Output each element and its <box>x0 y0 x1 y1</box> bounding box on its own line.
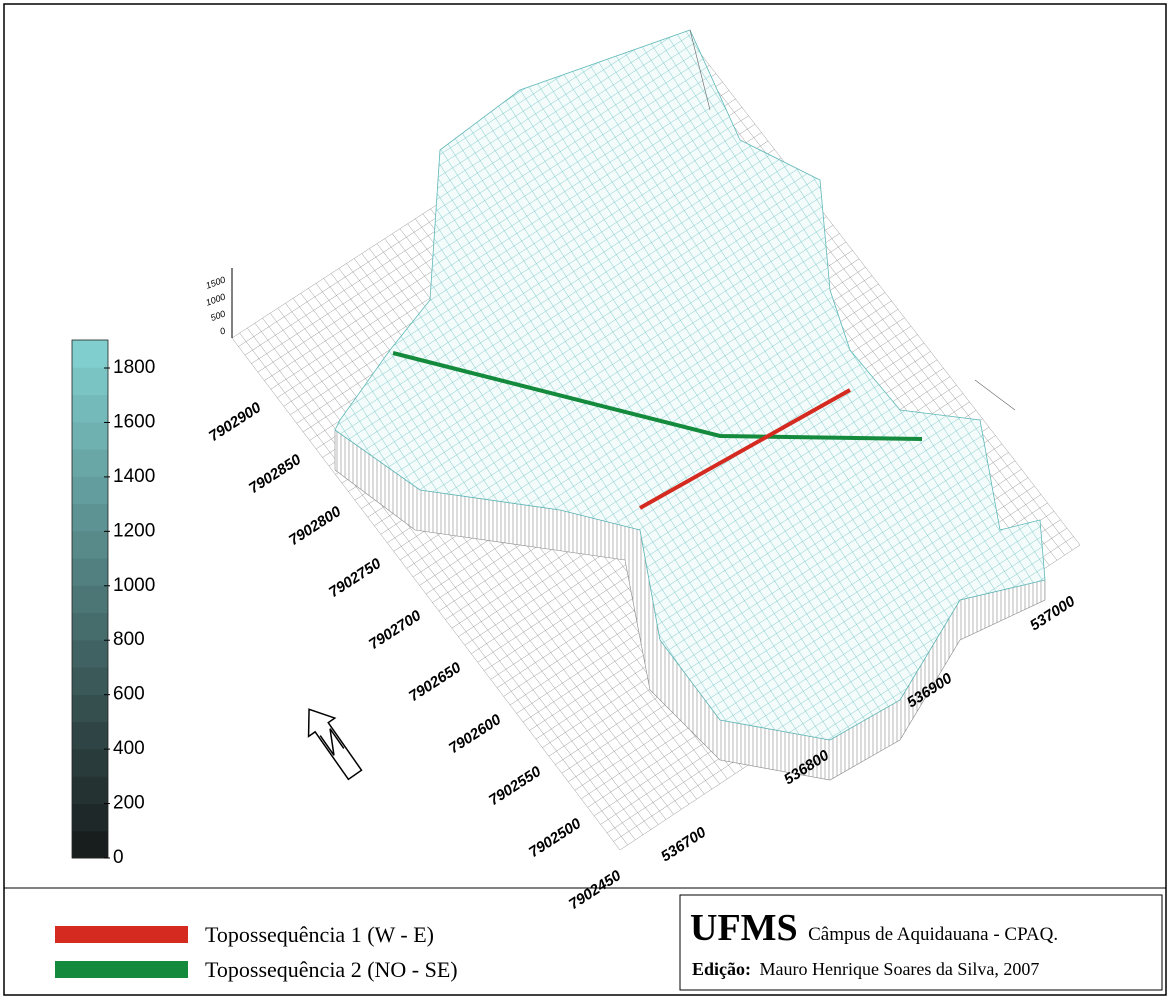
colorbar-label: 1800 <box>113 357 155 378</box>
color-band <box>72 749 108 777</box>
colorbar-label: 200 <box>113 793 145 814</box>
legend-swatch <box>55 926 188 943</box>
colorbar-label: 1400 <box>113 466 155 487</box>
legend-label: Topossequência 1 (W - E) <box>205 922 434 947</box>
campus: Câmpus de Aquidauana - CPAQ. <box>808 924 1058 945</box>
colorbar-label: 400 <box>113 738 145 759</box>
colorbar-label: 600 <box>113 684 145 705</box>
color-band <box>72 504 108 532</box>
color-band <box>72 449 108 477</box>
map-figure: 150010005000 180016001400120010008006004… <box>0 0 1171 1000</box>
org: UFMS <box>690 907 798 949</box>
color-band <box>72 803 108 831</box>
color-band <box>72 558 108 586</box>
color-band <box>72 722 108 750</box>
edition-label: Edição: <box>692 959 751 979</box>
legend-label: Topossequência 2 (NO - SE) <box>205 957 458 982</box>
color-band <box>72 694 108 722</box>
edition: Edição: Mauro Henrique Soares da Silva, … <box>692 959 1039 979</box>
color-band <box>72 422 108 450</box>
color-band <box>72 776 108 804</box>
colorbar-label: 1600 <box>113 411 155 432</box>
colorbar-label: 1200 <box>113 520 155 541</box>
color-band <box>72 340 108 368</box>
color-band <box>72 476 108 504</box>
color-band <box>72 585 108 613</box>
color-band <box>72 667 108 695</box>
colorbar-label: 800 <box>113 629 145 650</box>
color-band <box>72 640 108 668</box>
color-band <box>72 831 108 859</box>
color-band <box>72 395 108 423</box>
color-band <box>72 367 108 395</box>
edition-text: Mauro Henrique Soares da Silva, 2007 <box>759 959 1039 979</box>
color-band <box>72 613 108 641</box>
colorbar-label: 1000 <box>113 575 155 596</box>
page: {"colorbar": {"ticks": ["1800", "1600", … <box>0 0 1171 1000</box>
color-band <box>72 531 108 559</box>
legend-swatch <box>55 961 188 978</box>
colorbar-label: 0 <box>113 847 124 868</box>
